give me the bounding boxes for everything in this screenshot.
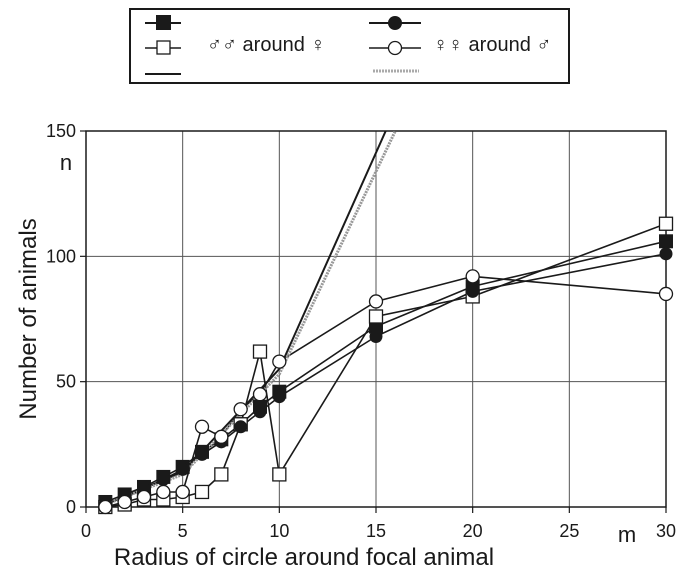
plot-area [104,131,666,507]
data-point-open-square [272,467,287,482]
data-point-open-square [658,216,674,231]
x-tick-label: 15 [366,521,386,541]
legend-open-square-sample [145,40,181,55]
x-tick-label: 30 [656,521,676,541]
x-unit-label: m [618,522,636,547]
data-point-filled-square [659,234,673,249]
data-point-filled-circle [369,330,383,344]
x-tick-label: 5 [178,521,188,541]
legend-group1-label: ♂♂ around ♀ [207,34,326,56]
data-point-open-square [252,344,268,359]
data-point-filled-circle [195,447,209,461]
y-axis-title: Number of animals [15,218,42,419]
data-point-open-circle [233,402,248,417]
y-tick-label: 100 [46,246,76,266]
y-tick-label: 0 [66,497,76,517]
data-point-open-circle [98,499,113,515]
data-point-open-square [194,484,210,500]
legend-filled-circle-sample [369,16,421,30]
legend-open-circle-sample [369,40,421,56]
legend-group2-label: ♀♀ around ♂ [433,34,552,56]
data-point-filled-circle [272,390,286,404]
data-point-filled-circle [156,472,170,486]
x-tick-label: 0 [81,521,91,541]
data-point-open-circle [214,429,229,444]
y-unit-label: n [60,150,72,175]
data-point-open-square [214,467,229,482]
data-point-filled-circle [234,420,248,434]
data-point-open-circle [252,387,268,402]
legend-filled-square-sample [145,15,181,30]
data-point-filled-circle [466,284,480,298]
data-point-filled-circle [253,405,267,419]
y-tick-label: 50 [56,372,76,392]
legend-markers [145,15,421,75]
data-point-open-circle [658,286,674,302]
y-tick-label: 150 [46,121,76,141]
x-tick-label: 25 [559,521,579,541]
data-point-open-circle [465,269,480,284]
data-point-filled-circle [659,247,673,261]
legend: ♂♂ around ♀ ♀♀ around ♂ [129,8,570,84]
data-point-open-circle [272,354,287,369]
data-point-open-circle [194,419,210,434]
x-tick-label: 20 [463,521,483,541]
data-point-filled-circle [176,462,190,476]
x-axis-title: Radius of circle around focal animal [114,544,494,569]
series-line-6 [104,131,397,506]
data-point-open-circle [156,484,171,500]
data-point-open-square [368,309,384,324]
series-line-5 [104,131,387,506]
x-tick-label: 10 [269,521,289,541]
data-point-open-circle [368,294,384,309]
data-point-open-circle [117,494,132,510]
data-point-open-circle [175,484,190,500]
data-point-open-circle [136,489,152,505]
